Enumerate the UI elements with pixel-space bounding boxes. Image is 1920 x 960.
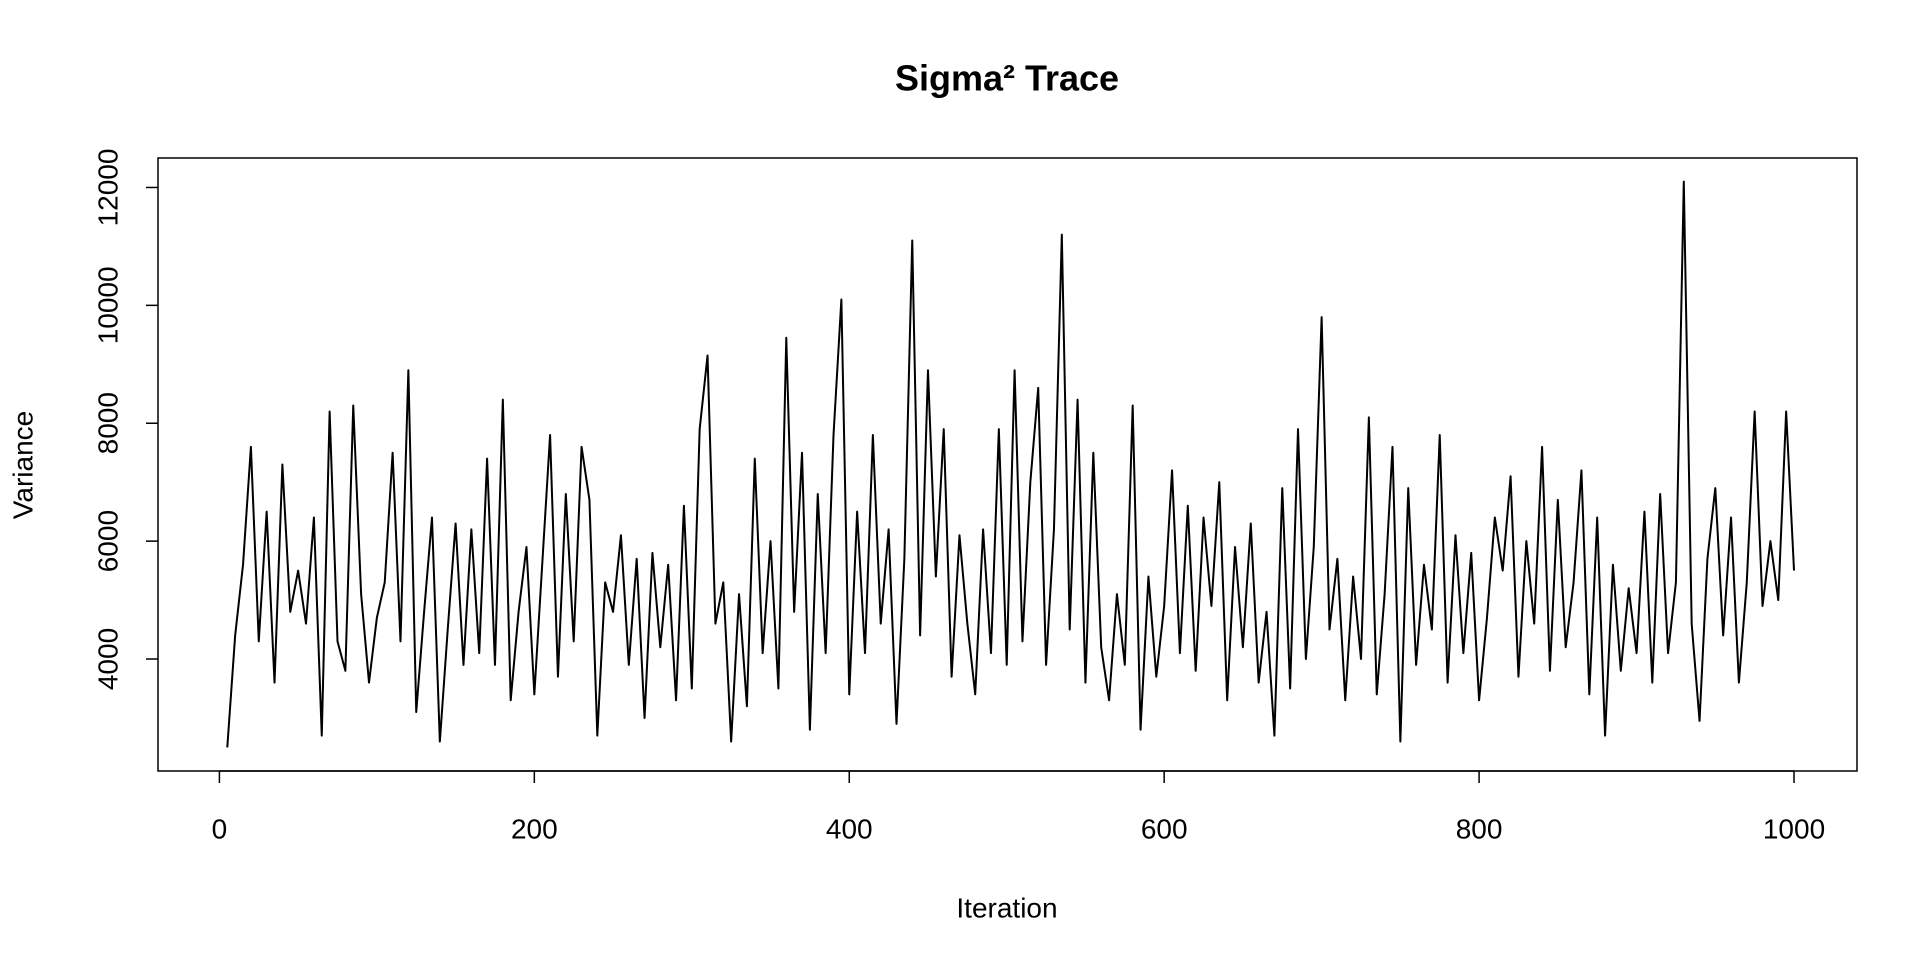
y-tick-label: 4000 (92, 628, 123, 690)
trace-line (226, 180, 1796, 748)
y-axis-label: Variance (7, 411, 38, 519)
x-tick-label: 600 (1141, 813, 1188, 844)
y-tick-label: 6000 (92, 510, 123, 572)
x-tick-label: 200 (511, 813, 558, 844)
y-tick-label: 8000 (92, 392, 123, 454)
chart-title: Sigma² Trace (895, 58, 1119, 99)
y-tick-label: 10000 (92, 266, 123, 344)
y-tick-label: 12000 (92, 149, 123, 227)
x-tick-label: 0 (212, 813, 228, 844)
x-tick-label: 1000 (1763, 813, 1825, 844)
x-tick-label: 800 (1456, 813, 1503, 844)
x-axis-label: Iteration (956, 892, 1057, 923)
x-tick-label: 400 (826, 813, 873, 844)
